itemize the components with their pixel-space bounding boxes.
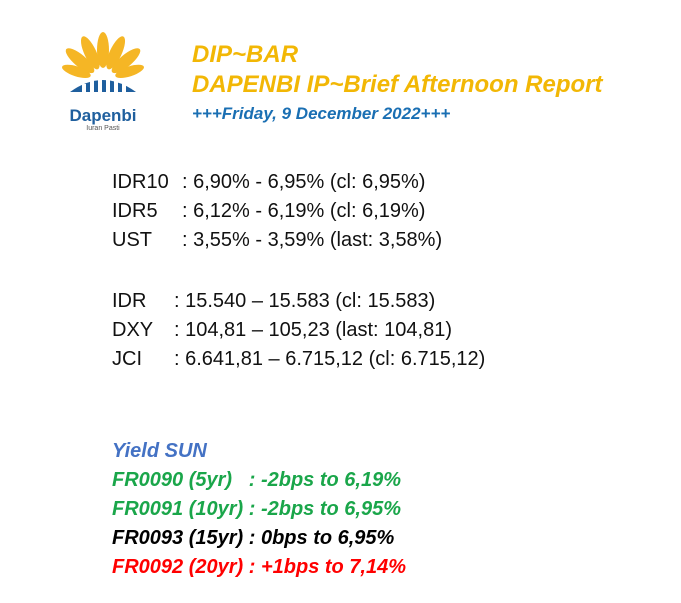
market-value: : 15.540 – 15.583 (cl: 15.583) bbox=[174, 290, 436, 312]
logo-tagline: Iuran Pasti bbox=[86, 125, 120, 132]
dapenbi-logo: Dapenbi Iuran Pasti bbox=[48, 30, 178, 135]
report-subtitle: DAPENBI IP~Brief Afternoon Report bbox=[192, 71, 603, 98]
market-label: DXY bbox=[112, 319, 154, 341]
sunburst-logo-icon bbox=[62, 32, 144, 94]
logo-name: Dapenbi bbox=[69, 106, 137, 125]
rate-label: IDR5 bbox=[112, 200, 158, 222]
market-value: : 6.641,81 – 6.715,12 (cl: 6.715,12) bbox=[174, 348, 486, 370]
market-value: : 104,81 – 105,23 (last: 104,81) bbox=[174, 319, 452, 341]
report-date: +++Friday, 9 December 2022+++ bbox=[192, 104, 451, 123]
bond-rates-block: IDR10 : 6,90% - 6,95% (cl: 6,95%) IDR5 : 6… bbox=[112, 168, 442, 255]
market-row-dxy: DXY : 104,81 – 105,23 (last: 104,81) bbox=[112, 316, 485, 345]
rate-row-ust: UST : 3,55% - 3,59% (last: 3,58%) bbox=[112, 226, 442, 255]
yield-sun-title: Yield SUN bbox=[112, 440, 207, 462]
rate-value: : 3,55% - 3,59% (last: 3,58%) bbox=[182, 229, 443, 251]
yield-sun-block: Yield SUN FR0090 (5yr) : -2bps to 6,19% … bbox=[112, 437, 406, 582]
market-row-idr: IDR : 15.540 – 15.583 (cl: 15.583) bbox=[112, 287, 485, 316]
yield-row-fr0093: FR0093 (15yr) : 0bps to 6,95% bbox=[112, 527, 395, 549]
rate-row-idr5: IDR5 : 6,12% - 6,19% (cl: 6,19%) bbox=[112, 197, 442, 226]
rate-row-idr10: IDR10 : 6,90% - 6,95% (cl: 6,95%) bbox=[112, 168, 442, 197]
market-label: IDR bbox=[112, 290, 147, 312]
rate-label: UST bbox=[112, 229, 152, 251]
market-label: JCI bbox=[112, 348, 142, 370]
report-header: DIP~BAR DAPENBI IP~Brief Afternoon Repor… bbox=[192, 40, 602, 125]
market-row-jci: JCI : 6.641,81 – 6.715,12 (cl: 6.715,12) bbox=[112, 345, 485, 374]
yield-row-fr0092: FR0092 (20yr) : +1bps to 7,14% bbox=[112, 556, 407, 578]
yield-row-fr0090: FR0090 (5yr) : -2bps to 6,19% bbox=[112, 469, 401, 491]
yield-row-fr0091: FR0091 (10yr) : -2bps to 6,95% bbox=[112, 498, 401, 520]
rate-value: : 6,90% - 6,95% (cl: 6,95%) bbox=[182, 171, 426, 193]
rate-label: IDR10 bbox=[112, 171, 169, 193]
report-title: DIP~BAR bbox=[192, 41, 299, 68]
rate-value: : 6,12% - 6,19% (cl: 6,19%) bbox=[182, 200, 426, 222]
market-block: IDR : 15.540 – 15.583 (cl: 15.583) DXY : 1… bbox=[112, 287, 485, 374]
